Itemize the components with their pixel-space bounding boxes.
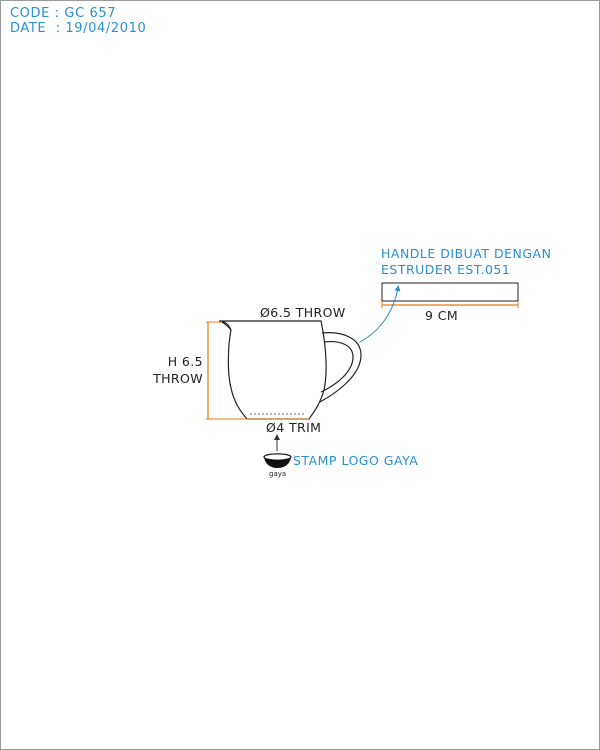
handle-length-label: 9 CM xyxy=(425,308,458,323)
gaya-logo-text: gaya xyxy=(269,470,286,478)
cup-handle-inner xyxy=(320,340,354,393)
handle-note-line2: ESTRUDER EST.051 xyxy=(381,262,510,277)
stamp-label: STAMP LOGO GAYA xyxy=(293,453,418,468)
date-row: DATE : 19/04/2010 xyxy=(10,21,147,36)
top-diameter-label: Ø6.5 THROW xyxy=(260,305,346,320)
title-block: CODE : GC 657 DATE : 19/04/2010 xyxy=(10,6,146,36)
cup-spout xyxy=(218,320,232,331)
height-label-line1: H 6.5 xyxy=(168,354,203,369)
cup-handle-outer xyxy=(319,332,362,403)
date-value: 19/04/2010 xyxy=(65,21,147,36)
bottom-diameter-label: Ø4 TRIM xyxy=(266,420,321,435)
code-row: CODE : GC 657 xyxy=(10,6,117,21)
handle-leader-arrow xyxy=(359,285,401,343)
gaya-logo-icon xyxy=(263,453,292,468)
cup-body-outline xyxy=(219,320,327,420)
handle-note-line1: HANDLE DIBUAT DENGAN xyxy=(381,246,551,261)
code-label: CODE xyxy=(10,6,50,21)
date-label: DATE xyxy=(10,21,47,36)
height-label-line2: THROW xyxy=(152,371,203,386)
handle-extrusion-strip xyxy=(381,282,519,302)
code-value: GC 657 xyxy=(64,6,117,21)
